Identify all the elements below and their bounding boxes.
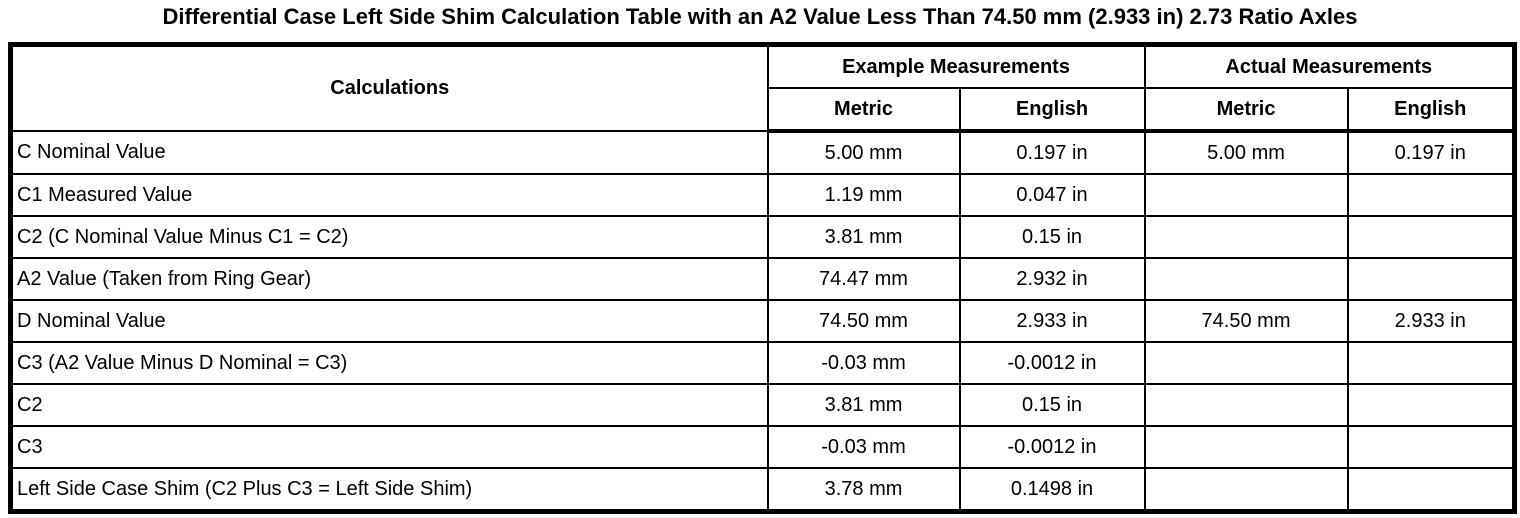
calculation-label: A2 Value (Taken from Ring Gear)	[8, 257, 769, 301]
header-sub-row: Metric English Metric English	[11, 87, 1516, 133]
calculation-label: C Nominal Value	[8, 130, 769, 175]
actual-metric-value	[1143, 341, 1349, 385]
calculation-label: C3 (A2 Value Minus D Nominal = C3)	[8, 341, 769, 385]
actual-metric-value	[1143, 425, 1349, 469]
actual-metric-value	[1143, 383, 1349, 427]
example-measurements-header: Example Measurements	[766, 43, 1146, 89]
table-row: A2 Value (Taken from Ring Gear) 74.47 mm…	[8, 257, 1516, 301]
calculation-label: C3	[8, 425, 769, 469]
actual-english-value	[1346, 257, 1516, 301]
example-english-value: -0.0012 in	[958, 425, 1146, 469]
example-english-value: 2.933 in	[958, 299, 1146, 343]
table-row: D Nominal Value 74.50 mm 2.933 in 74.50 …	[8, 299, 1516, 343]
actual-metric-value	[1143, 173, 1349, 217]
table-row: C3 -0.03 mm -0.0012 in	[8, 425, 1516, 469]
table-row: C1 Measured Value 1.19 mm 0.047 in	[8, 173, 1516, 217]
example-metric-value: 74.50 mm	[766, 299, 961, 343]
actual-english-value	[1346, 467, 1516, 513]
example-english-header: English	[958, 87, 1146, 133]
example-metric-value: 74.47 mm	[766, 257, 961, 301]
actual-metric-value: 5.00 mm	[1143, 130, 1349, 175]
table-row: C Nominal Value 5.00 mm 0.197 in 5.00 mm…	[8, 130, 1516, 175]
calculation-label: C1 Measured Value	[8, 173, 769, 217]
shim-calculation-table: Calculations Example Measurements Actual…	[8, 42, 1518, 514]
actual-english-value	[1346, 383, 1516, 427]
actual-english-value	[1346, 341, 1516, 385]
actual-metric-value	[1143, 467, 1349, 513]
example-english-value: 0.1498 in	[958, 467, 1146, 513]
example-metric-header: Metric	[766, 87, 961, 133]
example-english-value: 0.15 in	[958, 215, 1146, 259]
example-metric-value: 3.78 mm	[766, 467, 961, 513]
header-group-row: Calculations Example Measurements Actual…	[8, 43, 1516, 132]
calculation-label: C2	[8, 383, 769, 427]
table-row: Left Side Case Shim (C2 Plus C3 = Left S…	[8, 467, 1516, 513]
example-english-value: 0.047 in	[958, 173, 1146, 217]
actual-metric-value: 74.50 mm	[1143, 299, 1349, 343]
table-row: C3 (A2 Value Minus D Nominal = C3) -0.03…	[8, 341, 1516, 385]
actual-english-header: English	[1346, 87, 1516, 133]
example-metric-value: -0.03 mm	[766, 341, 961, 385]
example-english-value: 0.197 in	[958, 130, 1146, 175]
calculations-header: Calculations	[8, 43, 769, 132]
example-metric-value: 1.19 mm	[766, 173, 961, 217]
actual-english-value	[1346, 215, 1516, 259]
actual-english-value	[1346, 173, 1516, 217]
calculation-label: D Nominal Value	[8, 299, 769, 343]
actual-english-value: 2.933 in	[1346, 299, 1516, 343]
actual-english-value	[1346, 425, 1516, 469]
example-metric-value: 3.81 mm	[766, 215, 961, 259]
actual-metric-value	[1143, 257, 1349, 301]
table-title: Differential Case Left Side Shim Calcula…	[162, 4, 1358, 29]
table-row: C2 (C Nominal Value Minus C1 = C2) 3.81 …	[8, 215, 1516, 259]
example-english-value: -0.0012 in	[958, 341, 1146, 385]
example-english-value: 0.15 in	[958, 383, 1146, 427]
example-metric-value: 5.00 mm	[766, 130, 961, 175]
example-english-value: 2.932 in	[958, 257, 1146, 301]
table-row: C2 3.81 mm 0.15 in	[8, 383, 1516, 427]
calculation-label: C2 (C Nominal Value Minus C1 = C2)	[8, 215, 769, 259]
example-metric-value: 3.81 mm	[766, 383, 961, 427]
calculation-label: Left Side Case Shim (C2 Plus C3 = Left S…	[8, 467, 769, 513]
actual-metric-header: Metric	[1143, 87, 1349, 133]
example-metric-value: -0.03 mm	[766, 425, 961, 469]
actual-english-value: 0.197 in	[1346, 130, 1516, 175]
actual-measurements-header: Actual Measurements	[1143, 43, 1516, 89]
actual-metric-value	[1143, 215, 1349, 259]
